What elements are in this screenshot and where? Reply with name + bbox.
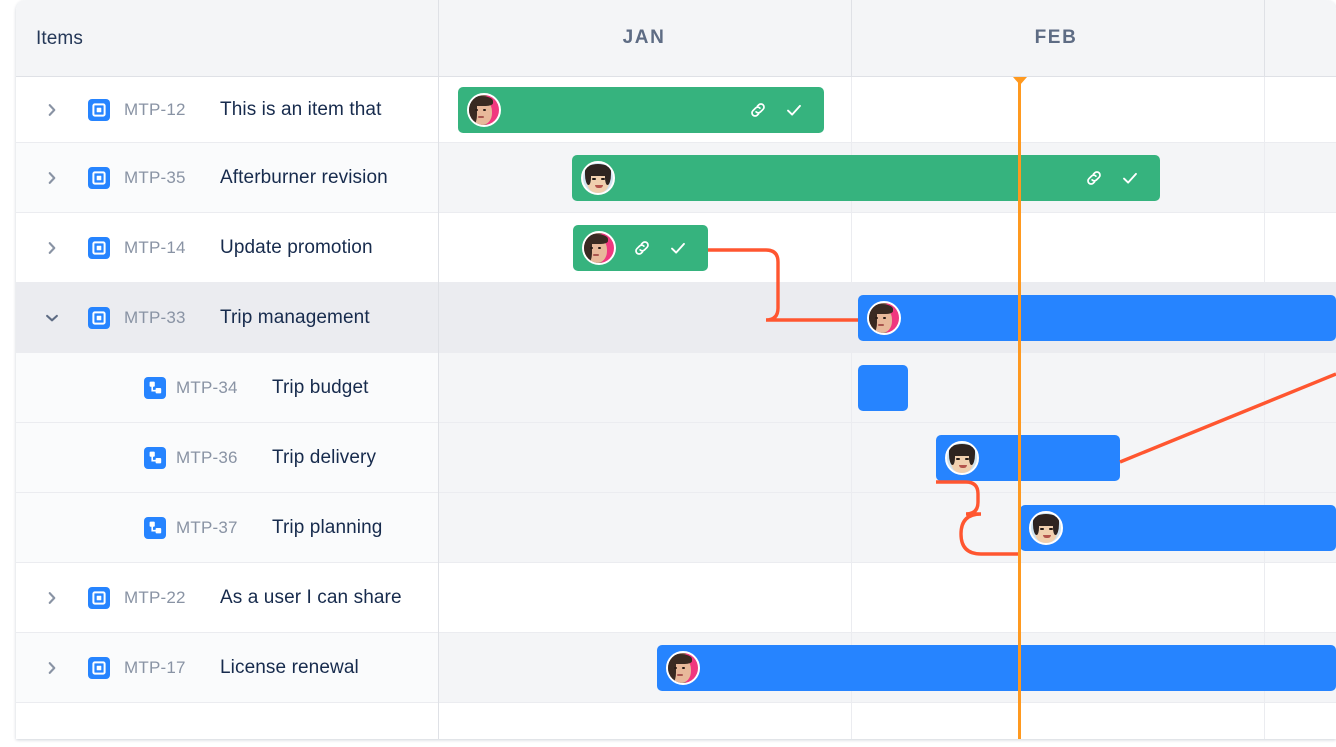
- subtask-icon: [144, 516, 166, 539]
- issue-summary[interactable]: Trip management: [220, 306, 370, 328]
- check-icon[interactable]: [668, 238, 688, 258]
- issue-summary[interactable]: Trip planning: [272, 516, 383, 538]
- check-icon[interactable]: [1120, 168, 1140, 188]
- row-item-cell[interactable]: MTP-34 Trip budget: [16, 353, 438, 422]
- subtask-icon: [144, 376, 166, 399]
- timeline-row-mtp-17[interactable]: MTP-17 License renewal: [16, 633, 1336, 703]
- story-icon: [88, 166, 110, 189]
- gantt-bar-mtp-12[interactable]: [458, 87, 824, 133]
- row-item-cell[interactable]: MTP-17 License renewal: [16, 633, 438, 702]
- items-column-header: Items: [36, 28, 83, 49]
- issue-key[interactable]: MTP-12: [124, 99, 186, 119]
- row-item-cell[interactable]: MTP-35 Afterburner revision: [16, 143, 438, 212]
- timeline-row-mtp-12[interactable]: MTP-12 This is an item that: [16, 77, 1336, 143]
- link-icon[interactable]: [632, 238, 652, 258]
- timeline-row-mtp-36[interactable]: MTP-36 Trip delivery: [16, 423, 1336, 493]
- column-divider-feb-mar: [1264, 77, 1265, 739]
- avatar: [1029, 511, 1063, 545]
- chevron-down-icon[interactable]: [43, 309, 61, 327]
- row-item-cell[interactable]: MTP-33 Trip management: [16, 283, 438, 352]
- header-divider-jan-feb: [851, 0, 852, 77]
- chevron-right-icon[interactable]: [43, 169, 61, 187]
- avatar: [867, 301, 901, 335]
- header-divider-feb-mar: [1264, 0, 1265, 77]
- chevron-right-icon[interactable]: [43, 101, 61, 119]
- bar-actions: [632, 238, 688, 258]
- timeline-row-mtp-34[interactable]: MTP-34 Trip budget: [16, 353, 1336, 423]
- bar-actions: [748, 100, 804, 120]
- avatar: [467, 93, 501, 127]
- issue-key[interactable]: MTP-37: [176, 517, 238, 537]
- items-pane-divider[interactable]: [438, 77, 439, 739]
- story-icon: [88, 306, 110, 329]
- avatar: [582, 231, 616, 265]
- month-header-feb[interactable]: FEB: [1034, 27, 1078, 48]
- link-icon[interactable]: [748, 100, 768, 120]
- issue-summary[interactable]: Update promotion: [220, 236, 373, 258]
- header-divider-items: [438, 0, 439, 77]
- avatar: [666, 651, 700, 685]
- issue-key[interactable]: MTP-36: [176, 447, 238, 467]
- timeline-row-mtp-33[interactable]: MTP-33 Trip management: [16, 283, 1336, 353]
- timeline-card: Items JAN FEB MTP-12 This is an item that…: [16, 0, 1336, 739]
- subtask-icon: [144, 446, 166, 469]
- row-item-cell[interactable]: MTP-22 As a user I can share: [16, 563, 438, 632]
- row-item-cell[interactable]: MTP-12 This is an item that: [16, 77, 438, 142]
- gantt-bar-mtp-33[interactable]: [858, 295, 1336, 341]
- gantt-bar-mtp-17[interactable]: [657, 645, 1336, 691]
- issue-key[interactable]: MTP-22: [124, 587, 186, 607]
- issue-key[interactable]: MTP-34: [176, 377, 238, 397]
- today-line-marker: [1012, 77, 1027, 85]
- issue-summary[interactable]: Trip budget: [272, 376, 369, 398]
- issue-summary[interactable]: License renewal: [220, 656, 359, 678]
- column-divider-jan-feb: [851, 77, 852, 739]
- gantt-bar-mtp-37[interactable]: [1020, 505, 1336, 551]
- bar-actions: [1084, 168, 1140, 188]
- issue-summary[interactable]: Afterburner revision: [220, 166, 388, 188]
- gantt-bar-mtp-14[interactable]: [573, 225, 708, 271]
- gantt-bar-mtp-34[interactable]: [858, 365, 908, 411]
- month-header-jan[interactable]: JAN: [622, 27, 666, 48]
- issue-key[interactable]: MTP-33: [124, 307, 186, 327]
- row-item-cell[interactable]: MTP-14 Update promotion: [16, 213, 438, 282]
- timeline-row-mtp-37[interactable]: MTP-37 Trip planning: [16, 493, 1336, 563]
- check-icon[interactable]: [784, 100, 804, 120]
- story-icon: [88, 586, 110, 609]
- gantt-bar-mtp-36[interactable]: [936, 435, 1120, 481]
- today-line: [1012, 77, 1027, 739]
- issue-summary[interactable]: As a user I can share: [220, 586, 402, 608]
- timeline-body: MTP-12 This is an item that MTP-35 Afterbur…: [16, 77, 1336, 739]
- timeline-header: Items JAN FEB: [16, 0, 1336, 77]
- issue-summary[interactable]: Trip delivery: [272, 446, 377, 468]
- issue-key[interactable]: MTP-14: [124, 237, 186, 257]
- issue-key[interactable]: MTP-35: [124, 167, 186, 187]
- timeline-row-mtp-22[interactable]: MTP-22 As a user I can share: [16, 563, 1336, 633]
- row-item-cell[interactable]: MTP-36 Trip delivery: [16, 423, 438, 492]
- gantt-bar-mtp-35[interactable]: [572, 155, 1160, 201]
- row-item-cell[interactable]: MTP-37 Trip planning: [16, 493, 438, 562]
- chevron-right-icon[interactable]: [43, 659, 61, 677]
- issue-key[interactable]: MTP-17: [124, 657, 186, 677]
- timeline-row-mtp-35[interactable]: MTP-35 Afterburner revision: [16, 143, 1336, 213]
- avatar: [945, 441, 979, 475]
- story-icon: [88, 98, 110, 121]
- story-icon: [88, 236, 110, 259]
- chevron-right-icon[interactable]: [43, 589, 61, 607]
- avatar: [581, 161, 615, 195]
- timeline-row-mtp-14[interactable]: MTP-14 Update promotion: [16, 213, 1336, 283]
- chevron-right-icon[interactable]: [43, 239, 61, 257]
- issue-summary[interactable]: This is an item that: [220, 98, 382, 120]
- link-icon[interactable]: [1084, 168, 1104, 188]
- story-icon: [88, 656, 110, 679]
